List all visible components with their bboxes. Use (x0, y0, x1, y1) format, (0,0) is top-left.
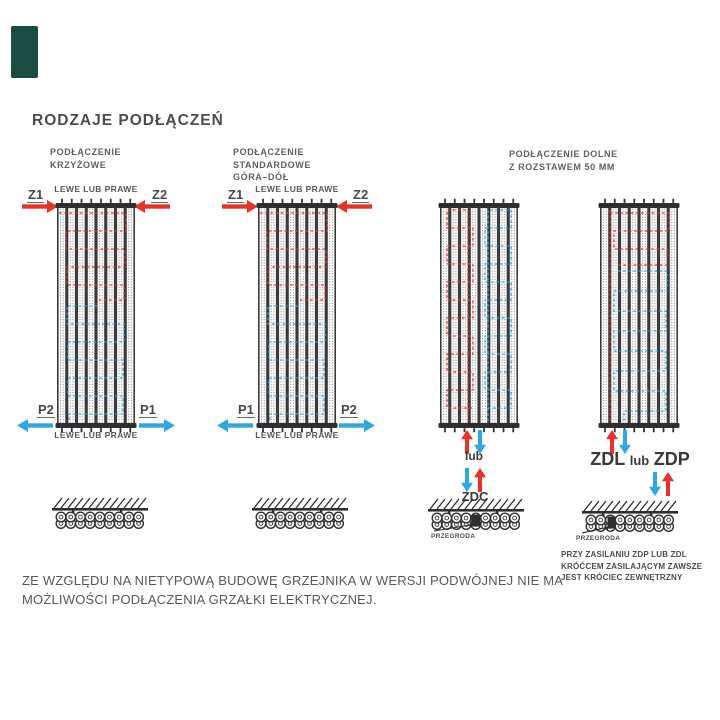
cross-p1-label: P1 (139, 402, 157, 418)
zdl-przegroda-label: PRZEGRODA (576, 535, 621, 542)
standard-p1-label: P1 (237, 402, 255, 418)
footer-text: ZE WZGLĘDU NA NIETYPOWĄ BUDOWĘ GRZEJNIKA… (22, 572, 563, 609)
supply-arrow-up-icon (662, 471, 674, 497)
standard-bottom-label: LEWE LUB PRAWE (255, 430, 339, 440)
radiator-zdl (598, 198, 680, 433)
divider-mark (607, 516, 616, 529)
note-line: KRÓĆCEM ZASILAJĄCYM ZAWSZE (561, 561, 703, 571)
standard-p2-label: P2 (340, 402, 358, 418)
footer-line: ZE WZGLĘDU NA NIETYPOWĄ BUDOWĘ GRZEJNIKA… (22, 573, 564, 588)
subtitle-line: STANDARDOWE (233, 159, 311, 170)
wall-section-cross (52, 497, 148, 531)
radiator-standard (256, 198, 338, 433)
standard-top-label: LEWE LUB PRAWE (255, 184, 339, 194)
zdl-text: ZDL (590, 449, 626, 469)
wall-section-zdc (428, 498, 524, 532)
divider-pointer-head (468, 523, 476, 528)
return-arrow-right-icon (139, 419, 175, 432)
supply-arrow-left-icon (134, 200, 170, 213)
note-line: JEST KRÓCIEC ZEWNĘTRZNY (561, 573, 683, 582)
cross-bottom-label: LEWE LUB PRAWE (54, 430, 138, 440)
standard-z2-label: Z2 (352, 187, 370, 203)
return-flow-path (613, 270, 668, 421)
footer-line: MOŻLIWOŚCI PODŁĄCZENIA GRZAŁKI ELEKTRYCZ… (22, 591, 377, 607)
return-arrow-down-icon (649, 471, 661, 497)
return-arrow-left-icon (17, 419, 53, 432)
subtitle-line: PODŁĄCZENIE (233, 147, 305, 157)
return-flow-path (267, 305, 326, 421)
section-standard-subtitle: PODŁĄCZENIE STANDARDOWE GÓRA–DÓŁ (233, 146, 311, 184)
divider-mark (471, 514, 480, 527)
section-cross-subtitle: PODŁĄCZENIE KRZYŻOWE (50, 146, 121, 171)
supply-arrow-left-icon (336, 200, 372, 213)
supply-flow-path (59, 212, 127, 301)
zdc-przegroda-label: PRZEGRODA (431, 533, 476, 540)
supply-flow-path (446, 209, 474, 421)
cross-z1-label: Z1 (27, 187, 45, 203)
subtitle-line: PODŁĄCZENIE (50, 147, 122, 157)
zdl-zdp-label: ZDL lub ZDP (588, 449, 692, 470)
subtitle-line: KRZYŻOWE (50, 159, 107, 170)
cross-p2-label: P2 (37, 402, 55, 418)
brand-badge (11, 26, 38, 78)
supply-flow-path (260, 212, 328, 301)
zdp-text: ZDP (653, 449, 690, 469)
radiator-zdc (438, 198, 520, 433)
lub-text: lub (629, 453, 650, 468)
divider-pointer-head (604, 526, 612, 530)
standard-z1-label: Z1 (227, 187, 245, 203)
wall-section-standard (252, 497, 348, 531)
radiator-cross (55, 198, 137, 433)
return-arrow-left-icon (217, 419, 253, 432)
zdl-note: PRZY ZASILANIU ZDP LUB ZDL KRÓĆCEM ZASIL… (561, 549, 702, 584)
zdc-lub-label: lub (465, 449, 483, 463)
page-title: RODZAJE PODŁĄCZEŃ (32, 112, 224, 129)
cross-top-label: LEWE LUB PRAWE (54, 184, 138, 194)
zdc-label: ZDC (461, 489, 489, 504)
divider-pointer-line (582, 526, 610, 534)
note-line: PRZY ZASILANIU ZDP LUB ZDL (561, 550, 687, 559)
subtitle-line: Z ROZSTAWEM 50 MM (509, 161, 616, 172)
supply-flow-path (609, 210, 670, 421)
return-flow-path (484, 209, 512, 421)
subtitle-line: GÓRA–DÓŁ (233, 172, 289, 182)
subtitle-line: PODŁĄCZENIE DOLNE (509, 149, 618, 159)
section-bottom50-subtitle: PODŁĄCZENIE DOLNE Z ROZSTAWEM 50 MM (509, 148, 618, 173)
return-arrow-right-icon (339, 419, 375, 432)
divider-pointer-line (433, 523, 474, 532)
supply-arrow-right-icon (222, 200, 258, 213)
cross-z2-label: Z2 (151, 187, 169, 203)
return-flow-path (66, 305, 125, 421)
wall-section-zdl (582, 500, 678, 534)
